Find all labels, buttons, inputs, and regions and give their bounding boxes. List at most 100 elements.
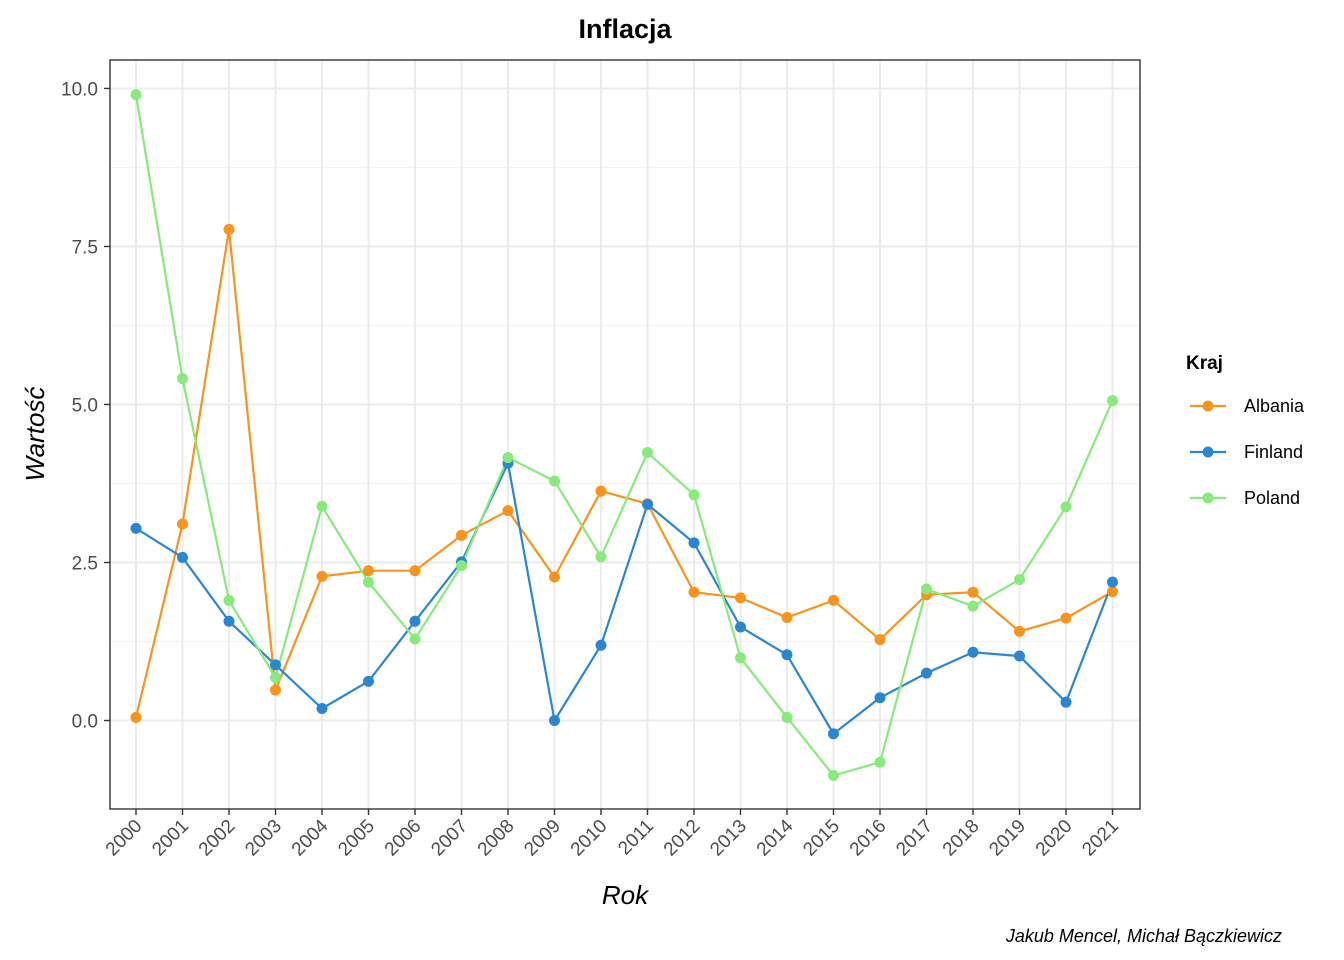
point-poland-2016 bbox=[874, 756, 886, 768]
x-tick-label: 2014 bbox=[753, 815, 798, 860]
point-poland-2001 bbox=[177, 373, 188, 385]
legend-label: Poland bbox=[1244, 488, 1300, 508]
point-finland-2014 bbox=[781, 649, 793, 661]
x-tick-label: 2018 bbox=[939, 816, 984, 861]
point-albania-2012 bbox=[688, 586, 700, 598]
legend-key-point bbox=[1202, 492, 1214, 504]
point-poland-2018 bbox=[967, 600, 979, 612]
grid-major bbox=[110, 60, 1140, 809]
x-tick-label: 2013 bbox=[706, 816, 751, 861]
point-finland-2018 bbox=[967, 646, 979, 658]
y-tick-label: 5.0 bbox=[72, 395, 98, 416]
legend-title: Kraj bbox=[1186, 353, 1223, 374]
x-tick-label: 2007 bbox=[427, 816, 472, 861]
point-finland-2003 bbox=[270, 659, 281, 671]
point-poland-2020 bbox=[1060, 501, 1072, 513]
x-tick-label: 2008 bbox=[474, 816, 519, 861]
point-albania-2015 bbox=[828, 594, 839, 606]
point-poland-2008 bbox=[502, 452, 514, 464]
x-axis: 2000 2001 2002 2003 2004 2005 2006 2007 2008 2009… bbox=[102, 809, 1123, 860]
legend-key-point bbox=[1202, 446, 1214, 458]
series-lines bbox=[134, 94, 1114, 777]
plot-panel bbox=[109, 59, 1141, 810]
point-finland-2011 bbox=[642, 498, 653, 510]
x-tick-label: 2016 bbox=[846, 816, 891, 861]
legend: Kraj Albania Finland Poland bbox=[1186, 353, 1305, 508]
point-finland-2006 bbox=[409, 615, 421, 627]
point-finland-2016 bbox=[874, 692, 886, 704]
y-axis-title: Wartość bbox=[20, 387, 50, 482]
point-poland-2003 bbox=[270, 672, 281, 684]
point-albania-2020 bbox=[1060, 612, 1072, 624]
y-tick-label: 0.0 bbox=[72, 712, 98, 733]
point-finland-2000 bbox=[130, 522, 142, 534]
panel-background bbox=[110, 60, 1140, 809]
point-finland-2002 bbox=[223, 615, 235, 627]
series-line-albania bbox=[134, 228, 1114, 718]
chart-caption: Jakub Mencel, Michał Bączkiewicz bbox=[1005, 926, 1282, 946]
point-poland-2014 bbox=[781, 711, 793, 723]
point-finland-2001 bbox=[177, 551, 188, 563]
point-poland-2005 bbox=[363, 576, 374, 588]
legend-item-finland: Finland bbox=[1190, 442, 1303, 462]
point-poland-2013 bbox=[735, 652, 746, 664]
point-albania-2001 bbox=[177, 518, 188, 530]
y-tick-label: 10.0 bbox=[61, 79, 98, 100]
point-finland-2019 bbox=[1014, 650, 1025, 662]
point-poland-2010 bbox=[595, 551, 607, 563]
legend-item-albania: Albania bbox=[1190, 396, 1305, 416]
x-tick-label: 2020 bbox=[1032, 816, 1077, 861]
point-poland-2007 bbox=[456, 560, 467, 572]
series-line-finland bbox=[135, 462, 1114, 735]
x-tick-label: 2012 bbox=[660, 816, 705, 861]
point-finland-2010 bbox=[595, 639, 607, 651]
point-albania-2021 bbox=[1107, 586, 1118, 598]
series-line-poland bbox=[134, 94, 1114, 777]
x-tick-label: 2010 bbox=[567, 816, 612, 861]
point-poland-2019 bbox=[1014, 574, 1025, 586]
series-points bbox=[130, 89, 1118, 782]
point-poland-2000 bbox=[130, 89, 142, 101]
point-albania-2016 bbox=[874, 634, 886, 646]
point-finland-2020 bbox=[1060, 696, 1072, 708]
x-tick-label: 2000 bbox=[102, 816, 147, 861]
legend-label: Albania bbox=[1244, 396, 1305, 416]
x-axis-title: Rok bbox=[602, 880, 650, 910]
point-poland-2002 bbox=[223, 594, 235, 606]
point-albania-2002 bbox=[223, 223, 235, 235]
y-tick-label: 2.5 bbox=[72, 553, 98, 574]
point-albania-2009 bbox=[549, 571, 560, 583]
point-albania-2010 bbox=[595, 485, 607, 497]
legend-key-point bbox=[1202, 400, 1214, 412]
x-tick-label: 2002 bbox=[195, 816, 240, 861]
x-tick-label: 2001 bbox=[148, 816, 193, 861]
point-poland-2012 bbox=[688, 489, 700, 501]
point-finland-2012 bbox=[688, 537, 700, 549]
legend-label: Finland bbox=[1244, 442, 1303, 462]
y-axis: 0.0 2.5 5.0 7.5 10.0 bbox=[61, 79, 110, 733]
x-tick-label: 2011 bbox=[614, 816, 658, 860]
point-poland-2011 bbox=[642, 447, 653, 459]
point-poland-2015 bbox=[828, 770, 839, 782]
point-albania-2008 bbox=[502, 505, 514, 517]
y-tick-label: 7.5 bbox=[72, 237, 98, 258]
point-albania-2018 bbox=[967, 586, 979, 598]
grid-minor bbox=[110, 166, 1140, 643]
point-albania-2019 bbox=[1014, 625, 1025, 637]
chart-title: Inflacja bbox=[578, 14, 672, 44]
legend-items: Albania Finland Poland bbox=[1190, 396, 1305, 508]
point-albania-2014 bbox=[781, 611, 793, 623]
point-albania-2004 bbox=[316, 570, 328, 582]
point-finland-2013 bbox=[735, 621, 746, 633]
point-finland-2009 bbox=[549, 715, 560, 727]
point-finland-2005 bbox=[363, 675, 374, 687]
panel-border bbox=[109, 59, 1141, 810]
point-poland-2009 bbox=[549, 475, 560, 487]
x-tick-label: 2015 bbox=[799, 816, 844, 861]
x-tick-label: 2019 bbox=[985, 816, 1030, 861]
x-tick-label: 2005 bbox=[334, 816, 379, 861]
point-poland-2004 bbox=[316, 500, 328, 512]
point-poland-2021 bbox=[1107, 395, 1118, 407]
point-albania-2007 bbox=[456, 529, 467, 541]
